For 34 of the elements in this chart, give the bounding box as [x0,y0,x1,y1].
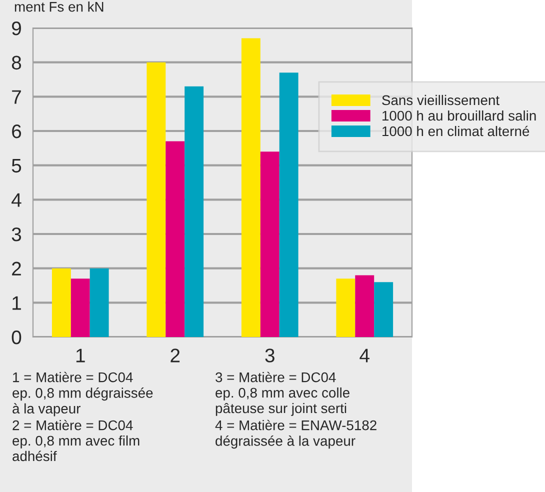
bar [184,86,204,337]
y-tick-label: 8 [12,56,22,70]
bar [52,268,71,337]
text: 2 = Matière = DC04 ep. 0,8 mm avec film adhésif [12,420,140,462]
y-tick-label: 9 [12,21,21,36]
x-tick-label: 2 [170,348,180,362]
y-tick-label: 3 [12,227,22,242]
y-tick-label: 2 [12,262,21,276]
x-tick-label: 3 [265,348,274,362]
y-tick-label: 1 [12,296,21,310]
bar [336,278,356,337]
bar [146,62,166,337]
y-tick-label: 7 [12,90,21,104]
y-tick-label: 6 [12,124,22,138]
x-tick-label: 1 [76,348,85,362]
bar [374,282,394,337]
x-tick-label: 4 [360,348,370,362]
y-tick-label: 0 [12,330,22,344]
legend-label: 1000 h en climat alterné [382,126,530,136]
text: 3 = Matière = DC04 ep. 0,8 mm avec colle pâteuse sur joint serti [216,372,350,416]
bar [166,141,185,337]
y-tick-label: 4 [12,193,22,207]
text: 4 = Matière = ENAW-5182 dégraissée à la vapeur [215,420,376,449]
bar [279,72,298,337]
y-axis-title: ment Fs en kN [14,2,104,12]
bar [260,152,280,337]
bar [241,38,260,337]
bar [355,275,374,337]
legend-label: 1000 h au brouillard salin [382,110,536,121]
bar [70,278,90,337]
y-tick-label: 5 [12,159,22,173]
text: 1 = Matière = DC04 ep. 0,8 mm dégraissée à la vapeur [12,372,153,416]
bar [90,268,109,337]
legend-label: Sans vieillissement [382,94,500,106]
